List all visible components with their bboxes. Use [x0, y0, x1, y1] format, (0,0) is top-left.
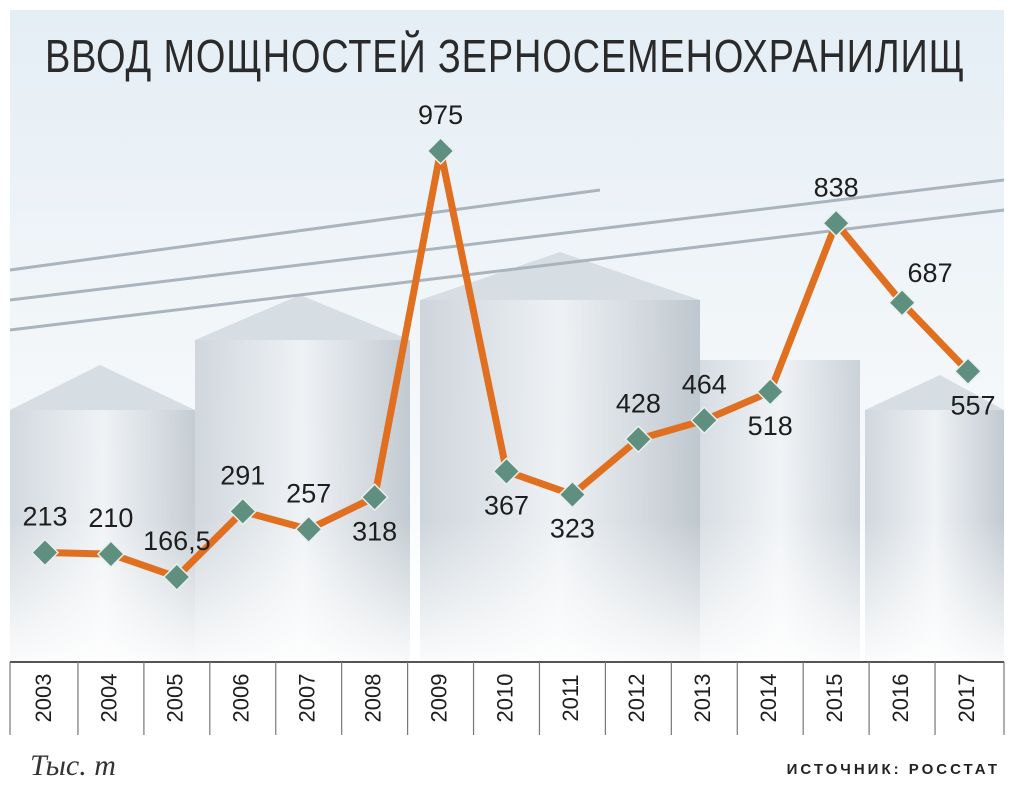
data-label: 257: [286, 478, 331, 508]
chart-title: ВВОД МОЩНОСТЕЙ ЗЕРНОСЕМЕНОХРАНИЛИЩ: [45, 30, 965, 82]
x-tick-label: 2003: [31, 674, 56, 723]
x-tick-label: 2007: [295, 674, 320, 723]
data-label: 687: [908, 258, 953, 288]
marker: [492, 457, 521, 486]
x-tick-label: 2009: [426, 674, 451, 723]
data-label: 367: [484, 490, 529, 520]
marker: [426, 136, 455, 166]
x-tick-label: 2017: [954, 674, 979, 723]
x-tick-label: 2013: [690, 674, 715, 723]
marker: [690, 406, 719, 435]
marker: [30, 538, 60, 567]
data-label: 428: [616, 388, 661, 418]
marker: [624, 425, 653, 454]
data-label: 464: [682, 369, 727, 399]
x-tick-label: 2010: [492, 674, 517, 723]
x-tick-label: 2005: [163, 674, 188, 723]
marker: [953, 357, 983, 386]
data-label: 518: [748, 411, 793, 441]
marker: [360, 483, 389, 512]
source: ИСТОЧНИК: РОССТАТ: [787, 761, 1000, 778]
x-tick-label: 2015: [822, 674, 847, 723]
data-label: 166,5: [143, 526, 211, 556]
data-label: 838: [814, 172, 859, 202]
background: [9, 10, 1005, 662]
x-tick-label: 2008: [360, 674, 385, 723]
marker: [294, 515, 323, 544]
x-tick-label: 2014: [756, 674, 781, 723]
marker: [558, 480, 587, 509]
x-tick-label: 2011: [558, 674, 583, 721]
data-label: 291: [220, 461, 265, 491]
x-tick-label: 2006: [229, 674, 254, 723]
marker: [822, 209, 851, 238]
data-label: 323: [550, 514, 595, 544]
marker: [228, 497, 257, 526]
marker: [888, 288, 917, 317]
marker: [162, 562, 191, 592]
data-label: 975: [418, 100, 463, 130]
marker: [96, 540, 125, 569]
x-tick-label: 2016: [888, 674, 913, 723]
data-label: 318: [352, 516, 397, 546]
unit-label: Тыс. т: [30, 749, 116, 782]
marker: [756, 377, 785, 406]
data-label: 213: [22, 502, 67, 532]
x-tick-label: 2004: [97, 674, 122, 723]
x-tick-label: 2012: [624, 674, 649, 723]
data-label: 210: [88, 503, 133, 533]
data-label: 557: [950, 390, 995, 420]
